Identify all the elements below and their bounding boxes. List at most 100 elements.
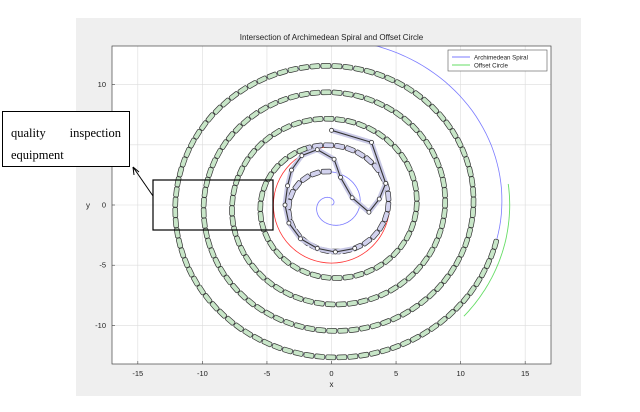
chain-link (223, 274, 233, 286)
inner-chain-joint (366, 209, 372, 215)
chain-link (445, 309, 456, 319)
chain-link (408, 170, 417, 182)
chain-link (298, 64, 310, 71)
chain-link (238, 245, 247, 256)
chain-link (172, 207, 179, 218)
chain-link (413, 200, 420, 212)
chain-link (172, 196, 179, 208)
chain-link (468, 176, 476, 188)
chain-link (303, 351, 315, 359)
chain-link (437, 316, 448, 326)
chain-link (346, 300, 358, 307)
chain-link (234, 235, 242, 247)
chain-link (429, 147, 438, 159)
chain-link (421, 96, 432, 107)
chain-link (420, 255, 430, 266)
chain-link (292, 293, 304, 302)
inner-chain-joint (329, 127, 334, 133)
chain-link (232, 123, 243, 134)
chain-link (384, 74, 396, 84)
chain-link (323, 142, 334, 149)
chain-link (288, 93, 299, 101)
inner-chain-joint (369, 139, 374, 145)
chain-link (212, 104, 223, 115)
chain-link (342, 63, 354, 71)
chain-link (331, 275, 343, 281)
chain-link (412, 90, 424, 100)
plot-layer (112, 46, 551, 364)
chain-link (342, 90, 354, 98)
chain-link (470, 196, 477, 208)
chain-link (416, 130, 427, 142)
chain-link (467, 285, 477, 296)
chain-link (263, 309, 275, 319)
chain-link (201, 217, 208, 229)
chain-link (363, 266, 375, 276)
chain-link (217, 308, 228, 319)
y-tick-label: -10 (95, 321, 106, 330)
chain-link (423, 139, 433, 150)
chain-link (320, 89, 332, 96)
chain-link (312, 116, 324, 123)
chain-link (363, 95, 375, 104)
chain-link (437, 167, 445, 178)
chain-link (291, 119, 302, 128)
chain-link (410, 334, 421, 343)
callout-word-inspection: inspection (69, 126, 121, 140)
chain-link (441, 273, 451, 284)
inner-chain-joint (376, 196, 382, 202)
chain-link (363, 67, 375, 76)
chain-link (257, 211, 264, 223)
chain-link (271, 343, 283, 352)
chain-link (186, 266, 195, 278)
chain-link (398, 152, 408, 163)
chain-link (262, 133, 273, 144)
chain-link (382, 211, 390, 223)
x-tick-label: -15 (132, 369, 143, 378)
chain-link (208, 247, 217, 259)
chain-link (344, 145, 356, 154)
x-axis-label: x (330, 380, 334, 389)
chain-link (353, 92, 365, 100)
chain-link (193, 128, 203, 140)
chain-link (447, 265, 457, 276)
chain-link (262, 231, 271, 242)
chain-link (178, 247, 187, 259)
chain-link (463, 156, 471, 168)
chain-link (426, 289, 437, 300)
chain-link (379, 346, 391, 355)
chain-link (225, 315, 236, 326)
chain-link (391, 143, 402, 155)
chain-link (267, 240, 277, 251)
chain-link (245, 297, 256, 308)
chain-link (483, 258, 493, 269)
chain-link (303, 297, 314, 305)
x-tick-label: 0 (329, 369, 333, 378)
chain-link (202, 293, 213, 304)
chain-link (296, 145, 308, 154)
chain-link (228, 91, 240, 101)
chain-link (289, 262, 301, 272)
chain-link (292, 349, 304, 357)
chain-link (384, 136, 394, 147)
callout-line-2: equipment (11, 148, 64, 162)
chain-link (393, 109, 404, 119)
chain-link (431, 237, 440, 249)
inner-chain-joint (285, 183, 291, 189)
y-tick-label: 0 (102, 201, 106, 210)
chain-link (347, 353, 359, 360)
chain-link (342, 273, 354, 281)
chain-link (470, 186, 477, 198)
chain-link (214, 148, 223, 159)
spiral-chart: Intersection of Archimedean Spiral and O… (86, 33, 552, 389)
chain-link (473, 276, 483, 288)
figure-panel: Intersection of Archimedean Spiral and O… (76, 18, 581, 396)
chain-link (277, 68, 288, 76)
chain-link (267, 100, 279, 109)
chain-link (188, 137, 197, 149)
chain-link (304, 325, 316, 332)
chain-link (413, 263, 423, 274)
chain-link (301, 117, 313, 125)
chain-link (331, 89, 343, 96)
chain-link (441, 187, 448, 199)
